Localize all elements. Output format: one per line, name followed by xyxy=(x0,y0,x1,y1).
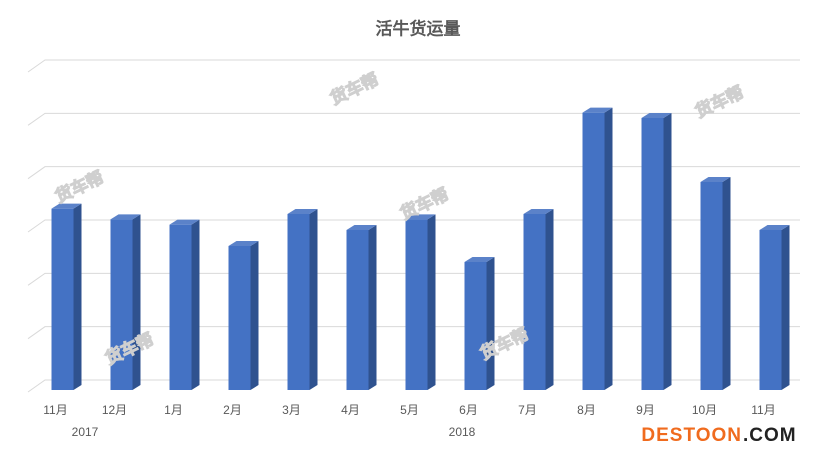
x-tick-label: 4月 xyxy=(341,403,360,417)
x-tick-label: 3月 xyxy=(282,403,301,417)
bar-front xyxy=(641,118,664,390)
bar-front xyxy=(110,219,133,390)
bar xyxy=(700,177,731,390)
bar-top xyxy=(287,209,318,214)
bar-front xyxy=(464,262,487,390)
bar xyxy=(287,209,318,390)
x-tick-label: 9月 xyxy=(636,403,655,417)
bar-side xyxy=(132,214,141,390)
bar-side xyxy=(191,219,200,390)
bar xyxy=(228,241,259,390)
bar-side xyxy=(250,241,259,390)
bar-top xyxy=(51,203,82,209)
bar-front xyxy=(287,214,310,390)
x-tick-label: 5月 xyxy=(400,403,419,417)
bar-top xyxy=(641,113,672,118)
bar-top xyxy=(228,241,259,246)
bar xyxy=(169,219,200,390)
bar-side xyxy=(545,209,554,390)
bar xyxy=(464,257,495,390)
bar-side xyxy=(604,107,613,391)
bar xyxy=(582,107,613,391)
bar xyxy=(405,214,436,390)
x-tick-label: 11月 xyxy=(43,403,67,417)
bar-top xyxy=(110,214,141,220)
watermark: 货车帮 xyxy=(52,167,107,207)
bar-side xyxy=(781,225,790,390)
bar-top xyxy=(169,219,200,225)
bar xyxy=(523,209,554,390)
bar-side xyxy=(73,203,82,390)
bar-side xyxy=(663,113,672,390)
bar-front xyxy=(582,112,605,391)
bar-side xyxy=(722,177,731,390)
group-label: 2017 xyxy=(72,425,99,439)
bar-front xyxy=(228,246,251,390)
bar-top xyxy=(405,214,436,220)
x-tick-label: 1月 xyxy=(164,403,183,417)
bar xyxy=(51,203,82,390)
bar xyxy=(641,113,672,390)
bar-side xyxy=(486,257,495,390)
bar xyxy=(759,225,790,390)
bar-side xyxy=(368,225,377,390)
bar xyxy=(110,214,141,390)
x-tick-label: 10月 xyxy=(692,403,717,417)
watermark: 货车帮 xyxy=(692,82,747,122)
bar-top xyxy=(464,257,495,262)
bar-side xyxy=(427,214,436,390)
bar-front xyxy=(169,224,192,390)
bar-top xyxy=(523,209,554,214)
grid-line xyxy=(27,59,800,73)
bar-top xyxy=(759,225,790,230)
bar-front xyxy=(51,208,74,390)
chart-title: 活牛货运量 xyxy=(376,18,461,38)
x-tick-label: 11月 xyxy=(751,403,775,417)
bar-side xyxy=(309,209,318,390)
bar-front xyxy=(405,219,428,390)
bar-top xyxy=(346,225,377,230)
bar-top xyxy=(700,177,731,182)
bar-front xyxy=(346,230,369,390)
watermark: 货车帮 xyxy=(327,69,382,109)
brand: .COM xyxy=(743,425,797,446)
x-tick-label: 12月 xyxy=(102,403,127,417)
brand: DESTOON xyxy=(641,425,742,446)
group-label: 2018 xyxy=(449,425,476,439)
grid-line xyxy=(27,166,800,180)
bar-top xyxy=(582,107,613,113)
x-tick-label: 8月 xyxy=(577,403,596,417)
bar-front xyxy=(759,230,782,390)
x-tick-label: 2月 xyxy=(223,403,242,417)
grid-line xyxy=(27,112,800,126)
bar-front xyxy=(700,182,723,390)
x-tick-label: 6月 xyxy=(459,403,478,417)
bar xyxy=(346,225,377,390)
bar-front xyxy=(523,214,546,390)
x-tick-label: 7月 xyxy=(518,403,537,417)
